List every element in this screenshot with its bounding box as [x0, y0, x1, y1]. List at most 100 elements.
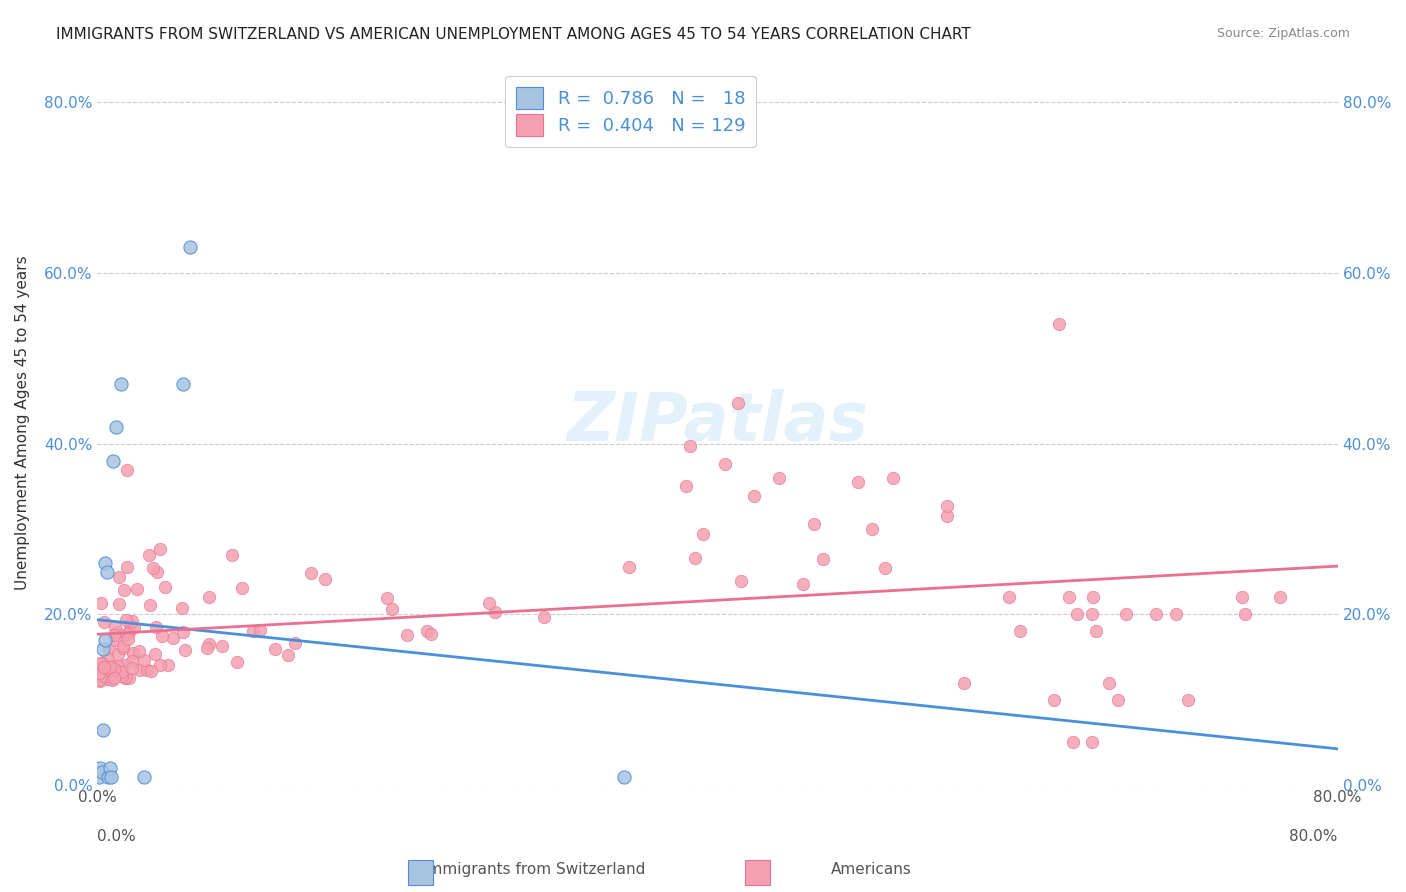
- Point: [94, 556, 117, 570]
- Point: [953, 675, 976, 690]
- Point: [104, 633, 127, 648]
- Point: [115, 614, 138, 628]
- Point: [156, 658, 179, 673]
- Point: [89, 761, 111, 775]
- Point: [231, 581, 253, 595]
- Point: [98, 660, 121, 674]
- Point: [848, 475, 870, 489]
- Point: [617, 560, 640, 574]
- Point: [1098, 675, 1121, 690]
- Point: [882, 471, 904, 485]
- Point: [1081, 735, 1104, 749]
- Point: [112, 582, 135, 597]
- Point: [89, 673, 111, 688]
- Point: [108, 597, 131, 611]
- Point: [97, 662, 120, 676]
- Point: [101, 454, 124, 468]
- Point: [1085, 624, 1108, 639]
- Point: [87, 673, 110, 687]
- Point: [112, 640, 135, 654]
- Point: [139, 598, 162, 612]
- Text: Americans: Americans: [831, 863, 912, 877]
- Point: [1177, 692, 1199, 706]
- Point: [198, 590, 221, 604]
- Point: [211, 640, 233, 654]
- Point: [221, 548, 243, 562]
- Point: [98, 642, 121, 657]
- Point: [197, 641, 219, 656]
- Point: [104, 620, 127, 634]
- Point: [1144, 607, 1167, 622]
- Point: [742, 489, 765, 503]
- Point: [139, 664, 162, 678]
- Point: [685, 551, 707, 566]
- Point: [242, 624, 264, 639]
- Point: [396, 628, 419, 642]
- Point: [121, 614, 143, 628]
- Point: [105, 625, 128, 640]
- Point: [96, 565, 118, 579]
- Point: [117, 560, 139, 574]
- Point: [1107, 692, 1129, 706]
- Point: [93, 641, 115, 656]
- Point: [225, 656, 247, 670]
- Point: [94, 632, 117, 647]
- Point: [936, 499, 959, 513]
- Point: [121, 661, 143, 675]
- Point: [132, 653, 155, 667]
- Text: Immigrants from Switzerland: Immigrants from Switzerland: [423, 863, 645, 877]
- Point: [811, 552, 834, 566]
- Point: [1008, 624, 1031, 639]
- Point: [730, 574, 752, 589]
- Point: [420, 627, 443, 641]
- Point: [299, 566, 322, 581]
- Text: IMMIGRANTS FROM SWITZERLAND VS AMERICAN UNEMPLOYMENT AMONG AGES 45 TO 54 YEARS C: IMMIGRANTS FROM SWITZERLAND VS AMERICAN …: [56, 27, 972, 42]
- Point: [179, 240, 201, 254]
- Point: [997, 591, 1019, 605]
- Point: [111, 665, 134, 679]
- Point: [1164, 607, 1187, 622]
- Point: [111, 640, 134, 655]
- Point: [103, 662, 125, 676]
- Point: [381, 601, 404, 615]
- Point: [935, 509, 957, 524]
- Point: [679, 439, 702, 453]
- Point: [172, 376, 194, 391]
- Point: [125, 582, 148, 597]
- Point: [90, 765, 112, 780]
- Point: [114, 670, 136, 684]
- Point: [172, 625, 194, 640]
- Point: [263, 641, 285, 656]
- Point: [314, 572, 336, 586]
- Point: [198, 636, 221, 650]
- Point: [101, 665, 124, 680]
- Point: [484, 605, 506, 619]
- Point: [107, 647, 129, 661]
- Point: [89, 656, 111, 670]
- Point: [1047, 317, 1070, 331]
- Point: [803, 517, 825, 532]
- Point: [146, 565, 169, 579]
- Point: [142, 561, 165, 575]
- Point: [107, 659, 129, 673]
- Point: [1234, 607, 1257, 622]
- Point: [1062, 735, 1084, 749]
- Point: [103, 628, 125, 642]
- Point: [117, 671, 139, 685]
- Point: [713, 457, 735, 471]
- Point: [138, 548, 160, 562]
- Point: [118, 617, 141, 632]
- Point: [108, 665, 131, 679]
- Point: [115, 462, 138, 476]
- Point: [111, 669, 134, 683]
- Point: [93, 660, 115, 674]
- Point: [117, 632, 139, 646]
- Point: [122, 620, 145, 634]
- Point: [143, 648, 166, 662]
- Point: [107, 569, 129, 583]
- Point: [97, 672, 120, 686]
- Point: [114, 658, 136, 673]
- Point: [96, 651, 118, 665]
- Point: [128, 644, 150, 658]
- Point: [93, 723, 115, 737]
